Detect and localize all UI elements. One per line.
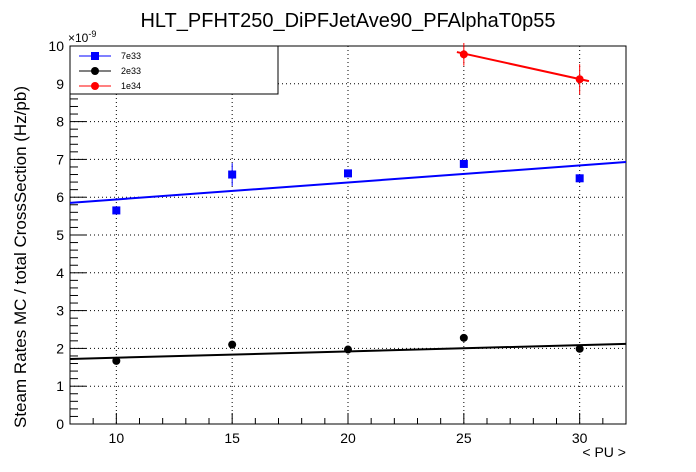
y-tick-label: 3 (56, 303, 64, 319)
y-tick-label: 2 (56, 340, 64, 356)
y-tick-label: 7 (56, 151, 64, 167)
data-point (344, 169, 352, 178)
data-point (459, 159, 468, 168)
data-point (575, 344, 584, 353)
legend-marker (91, 82, 99, 90)
x-tick-label: 30 (572, 430, 588, 446)
data-point (344, 345, 352, 354)
series-7e33 (69, 159, 627, 215)
data-point (112, 206, 121, 215)
legend-box (69, 45, 279, 95)
legend-label: 7e33 (121, 51, 141, 61)
data-point (228, 340, 237, 349)
legend-label: 1e34 (121, 81, 141, 91)
data-point (228, 170, 237, 179)
x-tick-label: 15 (224, 430, 240, 446)
x-tick-label: 20 (340, 430, 356, 446)
legend-label: 2e33 (121, 66, 141, 76)
y-multiplier-exponent: -9 (88, 29, 96, 39)
series-1e34 (456, 42, 590, 95)
y-tick-label: 8 (56, 114, 64, 130)
y-multiplier-base: ×10 (68, 31, 89, 45)
y-tick-label: 10 (48, 38, 64, 54)
data-point (575, 75, 584, 84)
y-tick-label: 6 (56, 189, 64, 205)
y-tick-labels: 0 1 2 3 4 5 6 7 8 9 10 (48, 38, 64, 432)
x-tick-labels: 10 15 20 25 30 (109, 430, 588, 446)
y-tick-label: 4 (56, 265, 64, 281)
data-point (112, 356, 121, 365)
y-tick-label: 0 (56, 416, 64, 432)
chart-title: HLT_PFHT250_DiPFJetAve90_PFAlphaT0p55 (140, 10, 555, 32)
legend-marker (91, 67, 99, 75)
grid (70, 46, 626, 424)
series-2e33 (69, 333, 627, 365)
data-point (459, 333, 468, 342)
fit-line (69, 161, 627, 204)
x-tick-label: 10 (109, 430, 125, 446)
legend-marker (91, 52, 99, 60)
data-point (459, 50, 468, 59)
legend: 7e33 2e33 1e34 (69, 45, 279, 95)
data-point (575, 174, 584, 183)
y-axis-label: Steam Rates MC / total CrossSection (Hz/… (11, 86, 30, 428)
series-layer (69, 42, 627, 365)
y-axis-multiplier: ×10-9 (68, 29, 96, 45)
y-tick-label: 5 (56, 227, 64, 243)
y-tick-label: 1 (56, 378, 64, 394)
fit-line (456, 51, 590, 83)
x-tick-label: 25 (456, 430, 472, 446)
y-tick-label: 9 (56, 76, 64, 92)
x-axis-label: < PU > (582, 444, 626, 460)
